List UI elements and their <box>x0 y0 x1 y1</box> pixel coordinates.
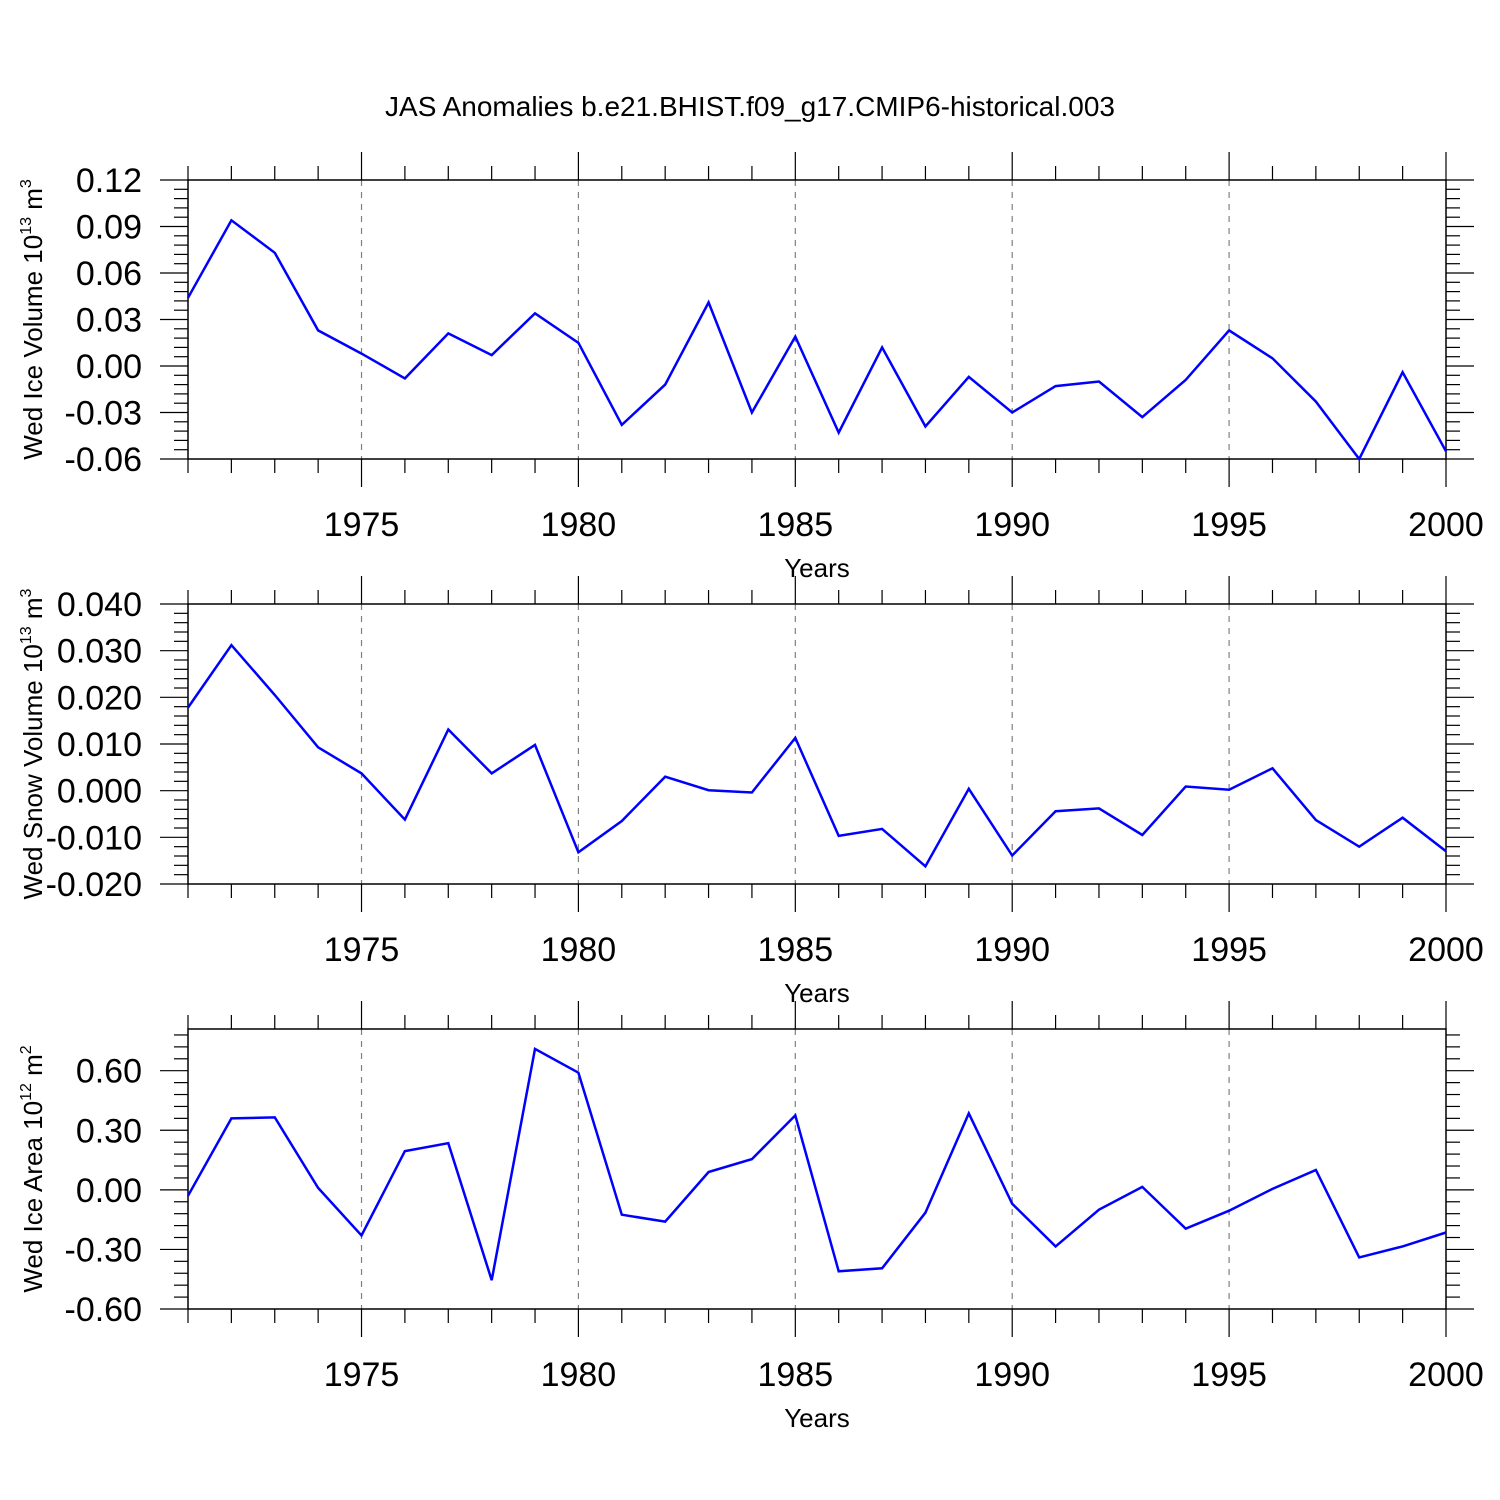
x-tick-label: 1980 <box>541 1356 617 1394</box>
y-tick-label: 0.000 <box>57 773 142 811</box>
x-tick-label: 1995 <box>1191 1356 1267 1394</box>
y-tick-label: 0.00 <box>76 1172 142 1210</box>
panel-1: 0.12 0.09 0.06 0.03 0.00 -0.03 -0.06 1975 1980 19… <box>18 152 1484 583</box>
y-axis-label: Wed Ice Volume 1013 m3 <box>18 179 48 460</box>
x-tick-label: 2000 <box>1408 506 1484 544</box>
y-tick-label: -0.03 <box>65 395 143 433</box>
y-tick-label: 0.00 <box>76 348 142 386</box>
series-line <box>186 218 1448 462</box>
y-tick-label: -0.06 <box>65 441 143 479</box>
x-tick-label: 2000 <box>1408 931 1484 969</box>
plot-frame <box>187 179 1447 460</box>
y-tick-label: 0.12 <box>76 162 142 200</box>
x-tick-label: 1995 <box>1191 506 1267 544</box>
y-tick-label: 0.040 <box>57 586 142 624</box>
x-tick-label: 1985 <box>757 931 833 969</box>
panel-3: 0.60 0.30 0.00 -0.30 -0.60 1975 1980 1985 1990 19… <box>18 1001 1484 1433</box>
x-tick-label: 2000 <box>1408 1356 1484 1394</box>
panels: 0.12 0.09 0.06 0.03 0.00 -0.03 -0.06 1975 1980 19… <box>18 152 1484 1433</box>
plot-frame <box>187 1028 1447 1310</box>
chart-title: JAS Anomalies b.e21.BHIST.f09_g17.CMIP6-… <box>385 91 1115 122</box>
plot-frame <box>187 603 1447 885</box>
y-tick-label: 0.010 <box>57 726 142 764</box>
y-tick-label: 0.06 <box>76 255 142 293</box>
y-tick-label: 0.030 <box>57 633 142 671</box>
panel-2: 0.040 0.030 0.020 0.010 0.000 -0.010 -0.020 197… <box>18 576 1484 1008</box>
x-tick-label: 1975 <box>324 506 400 544</box>
x-axis-label: Years <box>784 553 850 583</box>
x-tick-label: 1980 <box>541 931 617 969</box>
x-tick-label: 1980 <box>541 506 617 544</box>
x-axis-label: Years <box>784 1403 850 1433</box>
y-axis-label: Wed Ice Area 1012 m2 <box>18 1045 48 1292</box>
x-tick-label: 1990 <box>974 1356 1050 1394</box>
x-tick-label: 1985 <box>757 506 833 544</box>
y-tick-label: 0.09 <box>76 209 142 247</box>
x-tick-label: 1995 <box>1191 931 1267 969</box>
y-tick-label: -0.010 <box>46 819 142 857</box>
y-tick-label: 0.30 <box>76 1112 142 1150</box>
x-tick-label: 1975 <box>324 1356 400 1394</box>
y-tick-label: -0.30 <box>65 1231 143 1269</box>
y-tick-label: 0.03 <box>76 302 142 340</box>
series-line <box>186 1046 1447 1281</box>
x-tick-label: 1990 <box>974 931 1050 969</box>
y-axis-label: Wed Snow Volume 1013 m3 <box>18 588 48 899</box>
y-tick-label: -0.020 <box>46 866 142 904</box>
x-tick-label: 1985 <box>757 1356 833 1394</box>
series-line <box>186 643 1447 869</box>
x-tick-label: 1990 <box>974 506 1050 544</box>
y-tick-label: 0.020 <box>57 679 142 717</box>
x-tick-label: 1975 <box>324 931 400 969</box>
y-tick-label: 0.60 <box>76 1053 142 1091</box>
y-tick-label: -0.60 <box>65 1291 143 1329</box>
x-axis-label: Years <box>784 978 850 1008</box>
